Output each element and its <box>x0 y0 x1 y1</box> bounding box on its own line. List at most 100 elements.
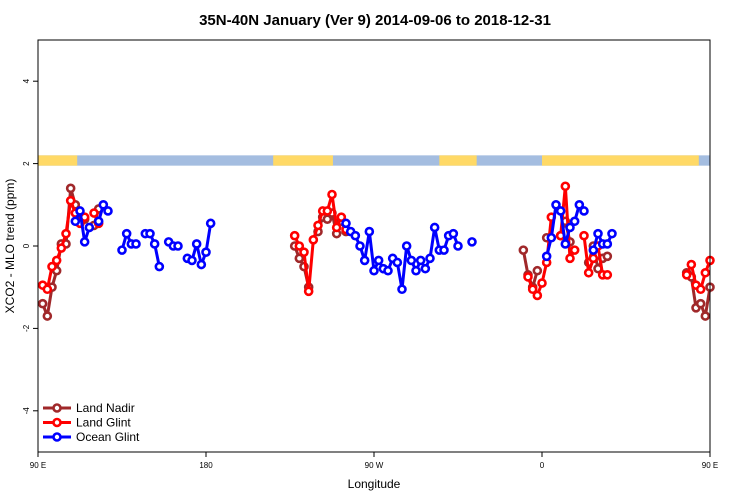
data-point <box>121 228 132 239</box>
data-point <box>532 265 543 276</box>
y-axis: -4 -2 0 2 4 <box>22 78 38 414</box>
land-band <box>273 155 333 166</box>
data-point <box>79 237 90 247</box>
data-point <box>75 206 85 216</box>
data-point <box>429 222 440 233</box>
data-point <box>37 298 48 309</box>
land-band <box>439 155 477 166</box>
data-point <box>42 311 53 321</box>
data-point <box>392 257 403 268</box>
x-axis: 90 E 180 90 W 0 90 E <box>30 452 718 470</box>
legend-label: Land Glint <box>76 416 131 430</box>
land-band <box>38 155 78 166</box>
data-point <box>369 265 379 276</box>
data-point <box>397 284 407 295</box>
data-point <box>145 228 155 239</box>
data-point <box>294 253 305 264</box>
data-point <box>65 195 76 206</box>
land-band <box>542 155 699 166</box>
data-point <box>65 183 76 194</box>
series-line <box>73 209 91 244</box>
data-point <box>420 263 431 274</box>
data-point <box>523 272 533 282</box>
legend-swatch-marker <box>52 417 62 428</box>
data-point <box>336 212 347 222</box>
data-point <box>56 243 67 253</box>
data-point <box>565 253 575 264</box>
data-point <box>61 228 71 239</box>
data-point <box>98 200 109 210</box>
data-point <box>588 253 599 264</box>
data-point <box>117 245 127 255</box>
chart-title: 35N-40N January (Ver 9) 2014-09-06 to 20… <box>199 12 551 29</box>
x-tick-label: 0 <box>540 461 545 470</box>
data-point <box>84 222 95 233</box>
legend-item: Ocean Glint <box>43 430 140 444</box>
data-point <box>532 290 543 301</box>
data-point <box>313 220 323 231</box>
data-point <box>607 228 617 239</box>
data-point <box>569 245 580 255</box>
data-point <box>541 251 552 262</box>
data-point <box>579 206 589 216</box>
data-point <box>560 239 571 249</box>
data-point <box>569 216 580 227</box>
data-point <box>350 230 361 241</box>
data-point <box>593 228 603 239</box>
data-point <box>173 241 183 251</box>
data-point <box>700 267 711 278</box>
legend-item: Land Nadir <box>43 401 135 415</box>
data-point <box>695 284 706 295</box>
data-point <box>602 270 613 280</box>
data-point <box>411 265 421 276</box>
data-point <box>70 216 81 227</box>
x-axis-label: Longitude <box>348 477 401 491</box>
data-point <box>574 200 585 210</box>
series-land-nadir <box>37 183 715 321</box>
data-point <box>187 255 197 266</box>
legend-label: Ocean Glint <box>76 430 140 444</box>
data-point <box>196 259 207 270</box>
data-point <box>355 241 365 251</box>
data-point <box>205 218 216 229</box>
series-land-glint <box>37 181 715 301</box>
data-point <box>201 247 211 257</box>
data-point <box>700 311 711 321</box>
data-point <box>425 253 435 264</box>
y-tick-label: 0 <box>22 243 31 248</box>
data-point <box>555 206 566 216</box>
data-point <box>51 255 62 266</box>
legend-item: Land Glint <box>43 416 131 430</box>
data-point <box>583 267 594 278</box>
data-point <box>341 218 351 229</box>
y-tick-label: -4 <box>22 407 31 415</box>
data-point <box>681 270 692 280</box>
data-point <box>406 255 417 266</box>
data-point <box>364 226 375 237</box>
series-line <box>145 232 161 267</box>
data-point <box>695 298 706 309</box>
data-point <box>537 278 547 288</box>
data-point <box>103 206 113 216</box>
data-point <box>551 200 561 210</box>
data-point <box>294 241 305 251</box>
data-point <box>565 222 575 233</box>
data-point <box>401 241 412 251</box>
data-point <box>89 208 99 218</box>
data-point <box>546 232 557 243</box>
data-point <box>527 284 538 295</box>
data-point <box>93 216 104 227</box>
data-point <box>327 189 337 200</box>
data-point <box>560 181 571 192</box>
series-ocean-glint <box>70 200 617 295</box>
series-layer <box>37 181 715 321</box>
y-tick-label: 4 <box>22 78 31 83</box>
data-point <box>439 245 449 255</box>
data-point <box>415 255 426 266</box>
data-point <box>331 222 342 233</box>
legend-swatch-marker <box>52 403 62 413</box>
data-point <box>602 239 613 249</box>
data-point <box>289 230 300 241</box>
legend-label: Land Nadir <box>76 401 135 415</box>
